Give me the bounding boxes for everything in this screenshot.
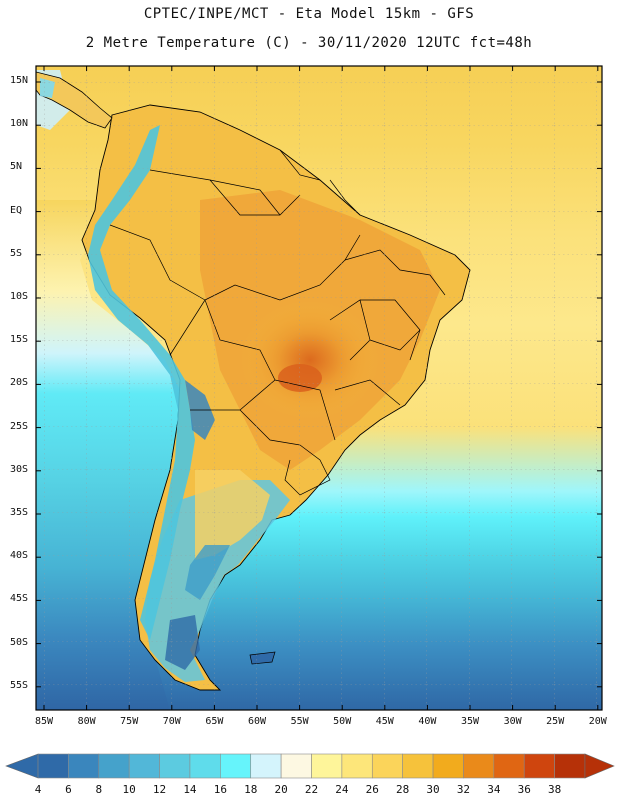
longitude-label: 25W bbox=[546, 716, 565, 727]
axis-ticks bbox=[36, 66, 602, 710]
latitude-label: 15N bbox=[10, 75, 29, 86]
longitude-label: 50W bbox=[333, 716, 352, 727]
colorbar-swatch bbox=[463, 753, 495, 779]
colorbar-label: 34 bbox=[487, 783, 501, 796]
colorbar-label: 32 bbox=[456, 783, 471, 796]
map-frame bbox=[35, 65, 603, 711]
colorbar-label: 16 bbox=[213, 783, 227, 796]
colorbar-label: 20 bbox=[274, 783, 288, 796]
colorbar-swatch bbox=[159, 753, 191, 779]
latitude-label: 5N bbox=[10, 161, 23, 173]
latitude-label: 20S bbox=[10, 377, 29, 389]
colorbar-swatch bbox=[98, 753, 130, 779]
longitude-label: 60W bbox=[247, 716, 267, 727]
chart-title-line2: 2 Metre Temperature (C) - 30/11/2020 12U… bbox=[85, 35, 533, 51]
colorbar-swatch bbox=[37, 753, 69, 779]
longitude-label: 40W bbox=[418, 716, 437, 727]
colorbar-label: 38 bbox=[547, 783, 562, 796]
colorbar-arrow-low bbox=[5, 753, 39, 779]
latitude-label: 5S bbox=[10, 247, 23, 259]
latitude-label: 40S bbox=[10, 550, 29, 562]
colorbar-swatch bbox=[554, 753, 586, 779]
colorbar-swatch bbox=[341, 753, 373, 779]
longitude-label: 35W bbox=[460, 716, 480, 727]
latitude-label: 50S bbox=[10, 636, 29, 648]
colorbar-label: 28 bbox=[396, 783, 410, 796]
colorbar-swatch bbox=[220, 753, 252, 779]
longitude-label: 85W bbox=[34, 716, 54, 727]
colorbar-swatch bbox=[523, 753, 555, 779]
colorbar-label: 4 bbox=[34, 783, 42, 796]
longitude-label: 80W bbox=[77, 716, 96, 727]
chart-title-line1: CPTEC/INPE/MCT - Eta Model 15km - GFS bbox=[143, 6, 475, 22]
colorbar-swatch bbox=[280, 753, 312, 779]
colorbar-arrow-high bbox=[584, 753, 615, 779]
longitude-label: 70W bbox=[162, 716, 181, 727]
colorbar-swatch bbox=[311, 753, 343, 779]
latitude-label: 25S bbox=[10, 420, 29, 432]
colorbar-label: 12 bbox=[152, 783, 167, 796]
latitude-label: 10N bbox=[10, 118, 29, 130]
colorbar-swatch bbox=[128, 753, 160, 779]
longitude-label: 65W bbox=[205, 716, 224, 727]
latitude-label: 55S bbox=[10, 679, 29, 691]
latitude-label: 35S bbox=[10, 507, 29, 518]
longitude-label: 55W bbox=[290, 716, 309, 727]
colorbar-label: 18 bbox=[244, 783, 258, 796]
latitude-label: 15S bbox=[10, 334, 29, 346]
longitude-label: 75W bbox=[120, 716, 139, 727]
colorbar-swatch bbox=[68, 753, 100, 779]
longitude-label: 30W bbox=[503, 716, 522, 727]
latitude-label: 10S bbox=[10, 291, 29, 302]
colorbar-swatch bbox=[402, 753, 434, 779]
graticule bbox=[36, 66, 602, 710]
colorbar-label: 8 bbox=[95, 783, 103, 796]
colorbar-label: 26 bbox=[365, 783, 379, 796]
colorbar-label: 6 bbox=[65, 783, 72, 796]
colorbar-swatch bbox=[432, 753, 464, 779]
latitude-label: 45S bbox=[10, 593, 29, 605]
colorbar-swatch bbox=[189, 753, 221, 779]
colorbar-label: 24 bbox=[335, 783, 349, 796]
colorbar-swatch bbox=[371, 753, 403, 779]
longitude-label: 20W bbox=[588, 716, 607, 727]
colorbar-label: 36 bbox=[517, 783, 531, 796]
colorbar bbox=[5, 753, 615, 779]
latitude-label: 30S bbox=[10, 463, 29, 475]
colorbar-label: 14 bbox=[183, 783, 197, 796]
colorbar-swatch bbox=[493, 753, 525, 779]
colorbar-label: 30 bbox=[426, 783, 440, 796]
latitude-label: EQ bbox=[10, 204, 23, 216]
colorbar-swatch bbox=[250, 753, 282, 779]
colorbar-label: 10 bbox=[122, 783, 136, 796]
longitude-label: 45W bbox=[375, 716, 394, 727]
colorbar-label: 22 bbox=[304, 783, 319, 796]
